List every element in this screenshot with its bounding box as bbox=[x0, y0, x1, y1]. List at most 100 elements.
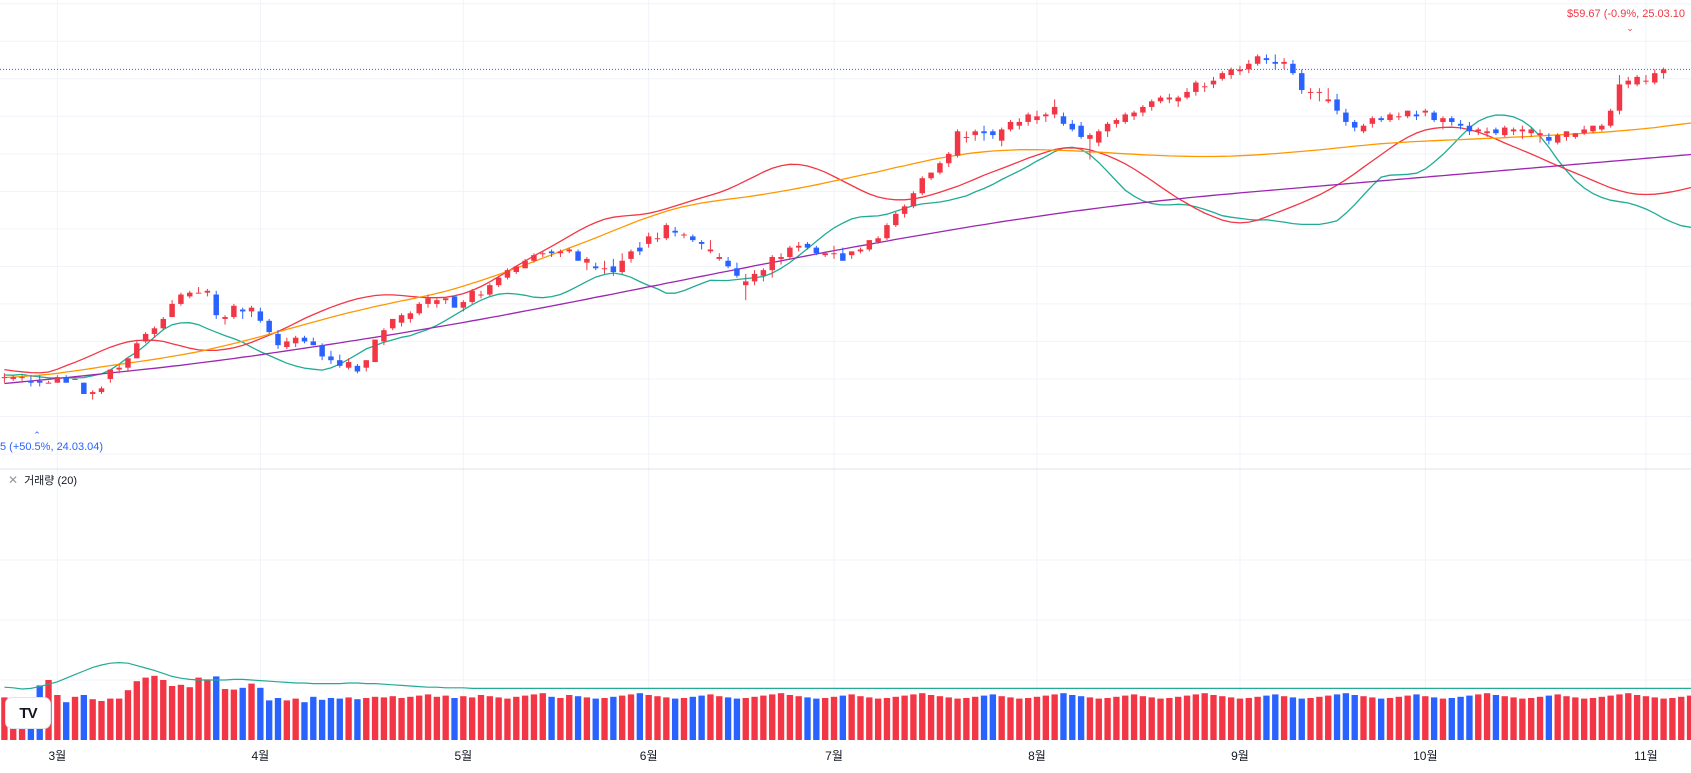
candle bbox=[769, 255, 775, 278]
volume-bar bbox=[1660, 698, 1667, 740]
candle bbox=[1466, 121, 1473, 136]
candle bbox=[672, 226, 678, 237]
candle-body bbox=[1193, 82, 1199, 92]
candle-body bbox=[1475, 129, 1481, 132]
candle bbox=[681, 232, 687, 239]
candle bbox=[1422, 108, 1429, 117]
candle-body bbox=[248, 307, 255, 312]
volume-bar bbox=[1298, 698, 1305, 740]
candle-body bbox=[116, 367, 122, 370]
candle-body bbox=[769, 257, 775, 271]
candle-body bbox=[751, 273, 758, 282]
candle-body bbox=[1652, 73, 1658, 83]
volume-bar bbox=[1016, 698, 1023, 740]
candle bbox=[231, 303, 237, 319]
logo-icon: TV bbox=[19, 704, 37, 722]
candle-body bbox=[1184, 91, 1190, 98]
candle bbox=[875, 236, 881, 244]
volume-bar bbox=[1492, 695, 1500, 740]
volume-bar bbox=[477, 695, 485, 740]
candle bbox=[866, 240, 873, 252]
volume-bar bbox=[936, 696, 944, 740]
volume-bar bbox=[1351, 695, 1358, 740]
candle-body bbox=[160, 318, 167, 329]
volume-bar bbox=[1686, 695, 1691, 740]
candle bbox=[1431, 110, 1437, 122]
candle bbox=[1369, 116, 1376, 128]
volume-bar bbox=[963, 698, 970, 740]
volume-bar bbox=[115, 698, 123, 740]
candle bbox=[1034, 110, 1040, 124]
volume-bar bbox=[883, 698, 891, 740]
candle bbox=[707, 240, 714, 254]
candle-body bbox=[1457, 123, 1464, 126]
x-tick-label: 3월 bbox=[49, 749, 67, 763]
volume-bar bbox=[274, 698, 282, 740]
candle-body bbox=[1396, 116, 1402, 118]
volume-bar bbox=[1104, 698, 1111, 740]
candle-body bbox=[1043, 114, 1049, 117]
candle bbox=[778, 253, 784, 265]
volume-bar bbox=[1466, 695, 1473, 740]
candle bbox=[248, 305, 255, 318]
candle bbox=[89, 390, 96, 400]
candle bbox=[575, 249, 581, 261]
tradingview-logo[interactable]: TV bbox=[6, 698, 50, 728]
candle bbox=[63, 375, 69, 383]
candle bbox=[1475, 127, 1481, 136]
candle bbox=[1581, 125, 1587, 136]
volume-bar bbox=[857, 696, 864, 740]
candle bbox=[557, 249, 564, 258]
candle-body bbox=[1493, 129, 1499, 134]
volume-bar bbox=[221, 689, 229, 740]
volume-ma-line bbox=[4, 661, 1691, 690]
candle-body bbox=[1501, 127, 1508, 136]
volume-bar bbox=[742, 698, 749, 740]
candle-body bbox=[81, 382, 87, 394]
x-tick-label: 8월 bbox=[1028, 749, 1046, 763]
x-tick-label: 7월 bbox=[825, 749, 843, 763]
volume-bar bbox=[751, 696, 758, 740]
candle-body bbox=[107, 369, 114, 379]
candle bbox=[1096, 129, 1102, 147]
candle-body bbox=[1404, 110, 1411, 117]
volume-bar bbox=[1536, 696, 1544, 740]
candle-body bbox=[442, 298, 449, 301]
candle bbox=[884, 223, 890, 241]
volume-ma-layer bbox=[4, 661, 1691, 690]
candle-body bbox=[495, 277, 502, 286]
volume-bar bbox=[1333, 694, 1341, 740]
volume-bar bbox=[371, 696, 379, 740]
candle bbox=[1166, 93, 1173, 104]
candle-body bbox=[1572, 133, 1579, 137]
close-icon[interactable]: ✕ bbox=[8, 473, 19, 487]
volume-bar bbox=[689, 696, 696, 740]
candle bbox=[592, 262, 599, 271]
volume-bar bbox=[1633, 695, 1641, 740]
candle-body bbox=[1581, 129, 1587, 134]
candle-body bbox=[601, 268, 608, 270]
candle-body bbox=[857, 249, 864, 252]
volume-bar bbox=[1395, 696, 1403, 740]
candle-body bbox=[1607, 110, 1614, 126]
volume-bar bbox=[98, 701, 105, 740]
candle bbox=[813, 245, 820, 256]
candle-body bbox=[213, 294, 219, 316]
candle-body bbox=[151, 328, 158, 334]
candle bbox=[654, 232, 661, 243]
volume-bar bbox=[1148, 697, 1155, 740]
volume-bar bbox=[168, 686, 176, 740]
x-tick-label: 5월 bbox=[454, 749, 472, 763]
volume-bar bbox=[1130, 694, 1138, 740]
volume-bar bbox=[645, 695, 652, 740]
candle bbox=[751, 270, 758, 286]
candle bbox=[1007, 120, 1014, 132]
candle bbox=[363, 360, 369, 372]
candle-body bbox=[310, 341, 317, 346]
volume-bar bbox=[972, 696, 979, 740]
candle bbox=[893, 211, 899, 227]
candle-body bbox=[778, 257, 784, 259]
candle-body bbox=[1246, 63, 1252, 70]
